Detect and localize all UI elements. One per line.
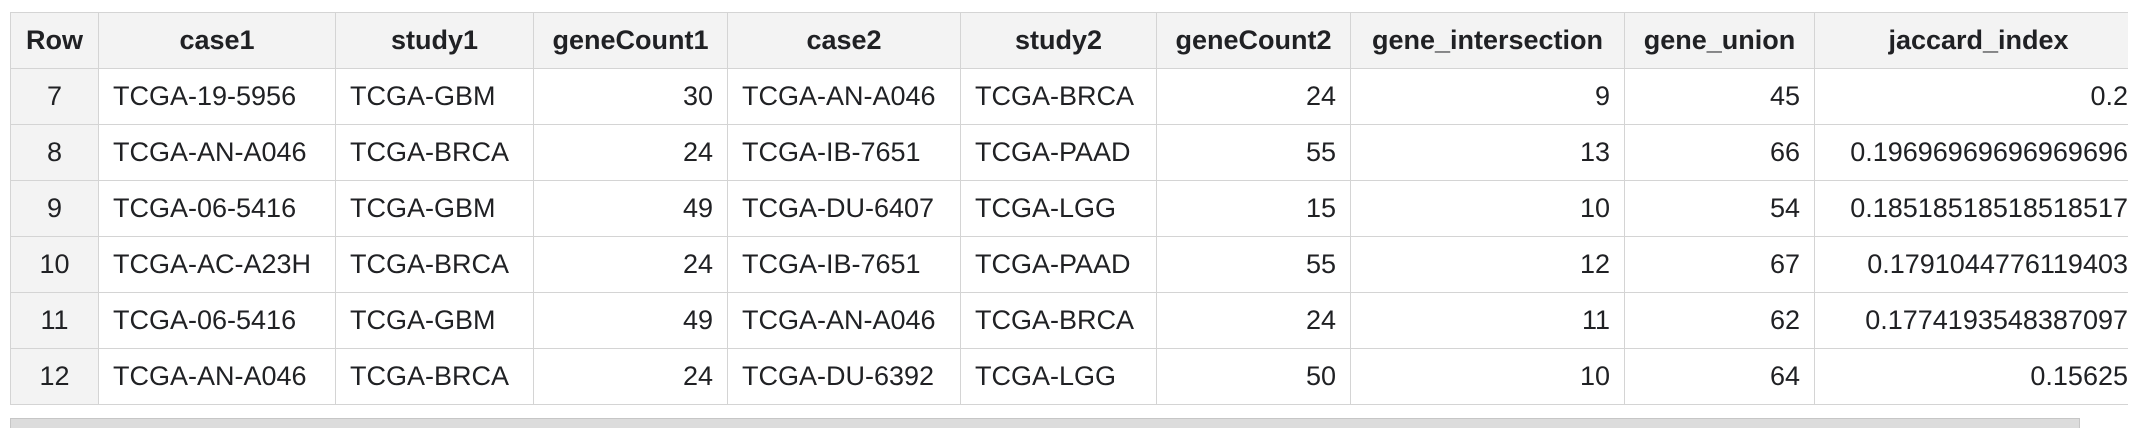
study2-cell: TCGA-BRCA xyxy=(960,292,1157,349)
table-row: 12 TCGA-AN-A046 TCGA-BRCA 24 TCGA-DU-639… xyxy=(10,348,2128,405)
study1-cell: TCGA-GBM xyxy=(335,68,534,125)
row-number-cell: 10 xyxy=(10,236,99,293)
jaccard-index-cell: 0.2 xyxy=(1814,68,2128,125)
genecount1-cell: 24 xyxy=(533,236,728,293)
row-number-cell: 7 xyxy=(10,68,99,125)
gene-intersection-cell: 10 xyxy=(1350,180,1625,237)
case1-cell: TCGA-06-5416 xyxy=(98,180,336,237)
jaccard-index-cell: 0.15625 xyxy=(1814,348,2128,405)
case1-cell: TCGA-19-5956 xyxy=(98,68,336,125)
study1-cell: TCGA-BRCA xyxy=(335,236,534,293)
gene-intersection-cell: 11 xyxy=(1350,292,1625,349)
genecount2-cell: 55 xyxy=(1156,124,1351,181)
case2-cell: TCGA-DU-6392 xyxy=(727,348,961,405)
column-header-gene-intersection[interactable]: gene_intersection xyxy=(1350,12,1625,69)
case1-cell: TCGA-AC-A23H xyxy=(98,236,336,293)
gene-union-cell: 62 xyxy=(1624,292,1815,349)
table-row: 9 TCGA-06-5416 TCGA-GBM 49 TCGA-DU-6407 … xyxy=(10,180,2128,237)
results-table: Row case1 study1 geneCount1 case2 study2… xyxy=(10,12,2128,405)
case2-cell: TCGA-IB-7651 xyxy=(727,124,961,181)
gene-intersection-cell: 13 xyxy=(1350,124,1625,181)
genecount2-cell: 50 xyxy=(1156,348,1351,405)
jaccard-index-cell: 0.1774193548387097 xyxy=(1814,292,2128,349)
column-header-study2[interactable]: study2 xyxy=(960,12,1157,69)
horizontal-scrollbar[interactable] xyxy=(10,418,2080,428)
column-header-row[interactable]: Row xyxy=(10,12,99,69)
gene-intersection-cell: 12 xyxy=(1350,236,1625,293)
study2-cell: TCGA-LGG xyxy=(960,348,1157,405)
jaccard-index-cell: 0.19696969696969696 xyxy=(1814,124,2128,181)
study2-cell: TCGA-LGG xyxy=(960,180,1157,237)
column-header-jaccard-index[interactable]: jaccard_index xyxy=(1814,12,2128,69)
column-header-study1[interactable]: study1 xyxy=(335,12,534,69)
genecount1-cell: 24 xyxy=(533,124,728,181)
column-header-case2[interactable]: case2 xyxy=(727,12,961,69)
column-header-gene-union[interactable]: gene_union xyxy=(1624,12,1815,69)
case2-cell: TCGA-DU-6407 xyxy=(727,180,961,237)
header-row: Row case1 study1 geneCount1 case2 study2… xyxy=(10,12,2128,69)
table-row: 10 TCGA-AC-A23H TCGA-BRCA 24 TCGA-IB-765… xyxy=(10,236,2128,293)
case2-cell: TCGA-IB-7651 xyxy=(727,236,961,293)
case2-cell: TCGA-AN-A046 xyxy=(727,68,961,125)
study1-cell: TCGA-GBM xyxy=(335,292,534,349)
genecount1-cell: 24 xyxy=(533,348,728,405)
study2-cell: TCGA-PAAD xyxy=(960,124,1157,181)
gene-union-cell: 45 xyxy=(1624,68,1815,125)
row-number-cell: 9 xyxy=(10,180,99,237)
table-row: 11 TCGA-06-5416 TCGA-GBM 49 TCGA-AN-A046… xyxy=(10,292,2128,349)
jaccard-index-cell: 0.18518518518518517 xyxy=(1814,180,2128,237)
genecount2-cell: 24 xyxy=(1156,68,1351,125)
genecount2-cell: 24 xyxy=(1156,292,1351,349)
genecount2-cell: 55 xyxy=(1156,236,1351,293)
row-number-cell: 12 xyxy=(10,348,99,405)
genecount2-cell: 15 xyxy=(1156,180,1351,237)
study1-cell: TCGA-BRCA xyxy=(335,124,534,181)
gene-intersection-cell: 10 xyxy=(1350,348,1625,405)
study1-cell: TCGA-BRCA xyxy=(335,348,534,405)
table-row: 8 TCGA-AN-A046 TCGA-BRCA 24 TCGA-IB-7651… xyxy=(10,124,2128,181)
case1-cell: TCGA-AN-A046 xyxy=(98,348,336,405)
column-header-genecount1[interactable]: geneCount1 xyxy=(533,12,728,69)
gene-union-cell: 64 xyxy=(1624,348,1815,405)
gene-union-cell: 66 xyxy=(1624,124,1815,181)
case1-cell: TCGA-06-5416 xyxy=(98,292,336,349)
genecount1-cell: 49 xyxy=(533,292,728,349)
study2-cell: TCGA-PAAD xyxy=(960,236,1157,293)
row-number-cell: 11 xyxy=(10,292,99,349)
column-header-genecount2[interactable]: geneCount2 xyxy=(1156,12,1351,69)
row-number-cell: 8 xyxy=(10,124,99,181)
gene-union-cell: 67 xyxy=(1624,236,1815,293)
gene-intersection-cell: 9 xyxy=(1350,68,1625,125)
genecount1-cell: 49 xyxy=(533,180,728,237)
gene-union-cell: 54 xyxy=(1624,180,1815,237)
column-header-case1[interactable]: case1 xyxy=(98,12,336,69)
case2-cell: TCGA-AN-A046 xyxy=(727,292,961,349)
jaccard-index-cell: 0.1791044776119403 xyxy=(1814,236,2128,293)
table-row: 7 TCGA-19-5956 TCGA-GBM 30 TCGA-AN-A046 … xyxy=(10,68,2128,125)
study1-cell: TCGA-GBM xyxy=(335,180,534,237)
case1-cell: TCGA-AN-A046 xyxy=(98,124,336,181)
study2-cell: TCGA-BRCA xyxy=(960,68,1157,125)
genecount1-cell: 30 xyxy=(533,68,728,125)
results-table-container: Row case1 study1 geneCount1 case2 study2… xyxy=(10,12,2128,405)
